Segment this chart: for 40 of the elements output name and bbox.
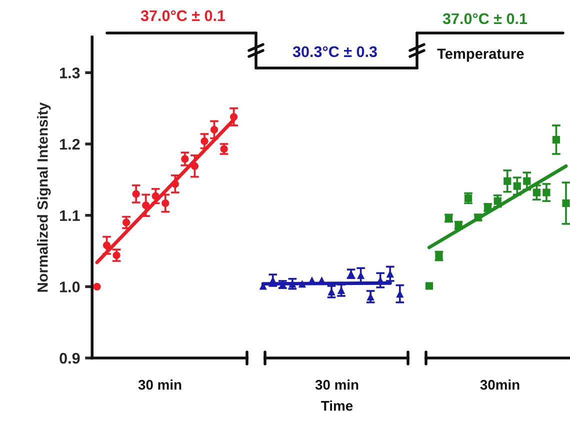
point <box>162 199 170 208</box>
point <box>532 188 540 196</box>
text: Time <box>321 400 353 411</box>
point <box>112 251 120 260</box>
text: 37.0°C ± 0.1 <box>140 10 226 22</box>
y-tick-label: 1.0 <box>60 282 80 292</box>
point <box>102 241 111 250</box>
point <box>562 199 570 208</box>
point <box>230 113 238 121</box>
point <box>122 218 130 226</box>
annotation: 30.3°C ± 0.3 <box>292 46 377 58</box>
y-tick-label: 1.1 <box>60 210 80 221</box>
point <box>190 162 199 170</box>
point <box>494 197 502 205</box>
point <box>425 282 434 290</box>
y-tick-label: 1.3 <box>60 68 80 78</box>
point <box>552 136 560 144</box>
point <box>93 282 101 290</box>
point <box>504 177 512 185</box>
text: 30min <box>480 380 520 390</box>
point <box>542 188 550 196</box>
point <box>200 137 208 145</box>
point <box>181 155 189 163</box>
point <box>152 192 160 200</box>
text: 30 min <box>315 380 358 390</box>
point <box>298 280 306 288</box>
point <box>210 126 218 134</box>
text: 30 min <box>138 380 182 390</box>
point <box>142 202 150 210</box>
point <box>259 282 267 290</box>
point <box>513 182 521 190</box>
point <box>386 270 394 278</box>
annotation: Temperature <box>437 48 524 62</box>
y-tick-label: 0.9 <box>60 352 80 364</box>
text: 37.0°C ± 0.1 <box>442 13 528 24</box>
point <box>171 180 179 188</box>
y-axis-title: Normalized Signal Intensity <box>37 102 51 292</box>
point <box>132 190 140 198</box>
y-tick-label: 1.2 <box>60 138 80 150</box>
point <box>523 177 531 185</box>
